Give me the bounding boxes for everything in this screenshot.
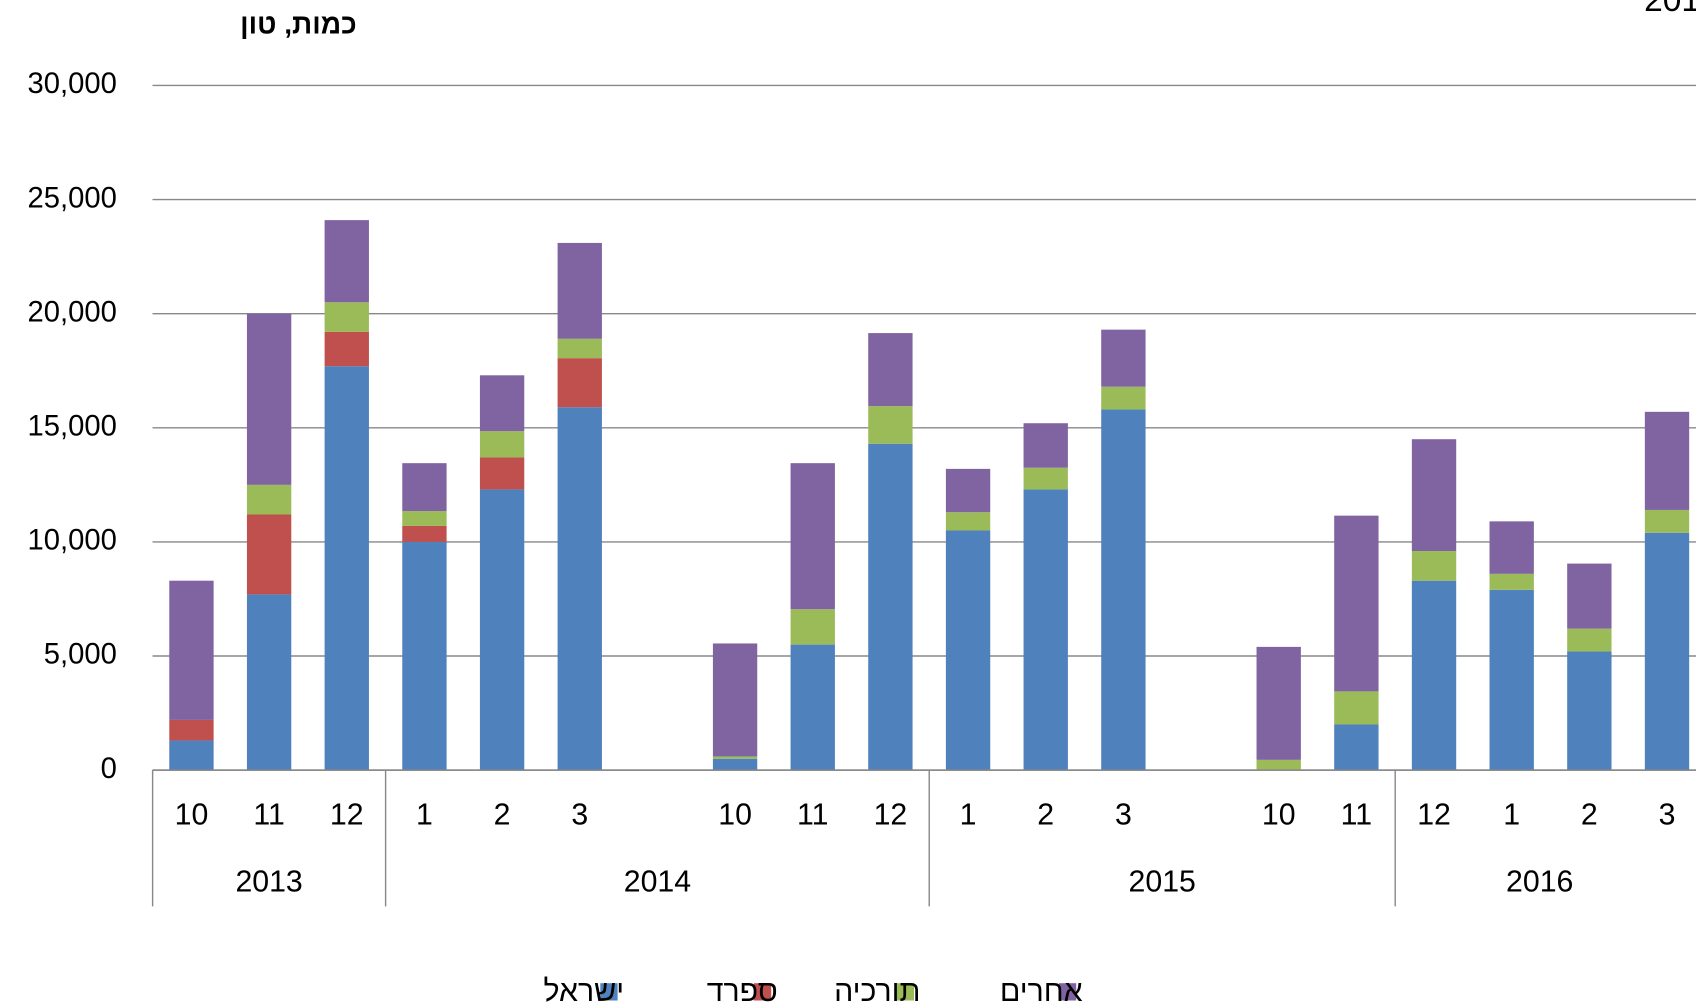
- bar-segment: [1023, 489, 1068, 771]
- bar-segment: [324, 220, 369, 303]
- x-tick-label: 1: [960, 799, 977, 832]
- bar-segment: [557, 358, 602, 408]
- x-tick-label: 12: [330, 799, 364, 832]
- bar-segment: [1411, 439, 1457, 552]
- bar-segment: [1644, 509, 1690, 533]
- bar-segment: [402, 541, 447, 771]
- bar-segment: [557, 242, 602, 339]
- group-label: 2016: [1506, 866, 1573, 899]
- x-tick-label: 1: [416, 799, 433, 832]
- y-tick-label: 5,000: [44, 639, 117, 671]
- legend-swatch: [1058, 983, 1077, 1001]
- y-tick-label: 20,000: [28, 296, 117, 328]
- bar-segment: [1023, 423, 1068, 468]
- bar-segment: [479, 489, 525, 771]
- x-tick-label: 2: [494, 799, 511, 832]
- bar-segment: [1644, 532, 1690, 771]
- bar-segment: [246, 514, 292, 595]
- y-tick-label: 15,000: [28, 411, 117, 443]
- bar-segment: [712, 643, 758, 757]
- bar-segment: [169, 740, 214, 771]
- x-tick-label: 2: [1037, 799, 1054, 832]
- bar-segment: [868, 333, 913, 407]
- bar-segment: [790, 463, 835, 610]
- x-tick-label: 11: [1341, 799, 1372, 832]
- x-tick-label: 3: [1115, 799, 1132, 832]
- group-label: 2014: [624, 866, 691, 899]
- bar-segment: [1023, 467, 1068, 490]
- bar-segment: [712, 758, 758, 771]
- x-tick-label: 10: [175, 799, 209, 832]
- bar-segment: [945, 512, 991, 531]
- bar-segment: [790, 609, 835, 645]
- group-label: 2013: [235, 866, 302, 899]
- group-label: 2015: [1129, 866, 1196, 899]
- x-tick-label: 12: [874, 799, 908, 832]
- x-tick-label: 10: [1262, 799, 1296, 832]
- bar-segment: [1567, 628, 1612, 652]
- bar-segment: [479, 431, 525, 458]
- bar-segment: [1411, 551, 1457, 581]
- legend-swatch: [896, 983, 914, 1001]
- bar-segment: [1334, 691, 1379, 725]
- bar-segment: [246, 313, 292, 485]
- bar-segment: [790, 644, 835, 771]
- bar-segment: [868, 406, 913, 444]
- bar-segment: [324, 331, 369, 367]
- bar-segment: [402, 511, 447, 526]
- bar-segment: [1334, 515, 1379, 692]
- bar-segment: [169, 580, 214, 720]
- legend-label: ישראל: [544, 975, 625, 1007]
- bar-segment: [402, 463, 447, 512]
- bar-segment: [1644, 411, 1690, 510]
- legend-label: תורכיה: [834, 975, 920, 1007]
- bar-segment: [324, 366, 369, 771]
- bar-segment: [712, 756, 758, 759]
- bar-segment: [1101, 329, 1146, 387]
- legend-label: ספרד: [707, 975, 778, 1007]
- bar-segment: [1101, 409, 1146, 771]
- legend-swatch: [753, 983, 772, 1001]
- y-tick-label: 10,000: [28, 525, 117, 557]
- bar-segment: [246, 594, 292, 771]
- legend-label: אחרים: [1000, 975, 1083, 1007]
- y-axis-label: כמות, טון: [240, 8, 357, 39]
- x-tick-label: 3: [571, 799, 588, 832]
- bar-segment: [402, 525, 447, 542]
- bar-segment: [1101, 386, 1146, 410]
- y-tick-label: 0: [101, 753, 117, 785]
- x-tick-label: 11: [253, 799, 284, 832]
- bar-segment: [1489, 573, 1534, 590]
- y-tick-label: 25,000: [28, 182, 117, 214]
- x-tick-label: 3: [1659, 799, 1676, 832]
- bar-segment: [1489, 521, 1534, 574]
- bar-segment: [945, 530, 991, 771]
- bar-segment: [479, 375, 525, 432]
- bar-segment: [1256, 646, 1301, 760]
- x-tick-label: 10: [718, 799, 752, 832]
- bar-segment: [1489, 589, 1534, 771]
- bar-segment: [246, 484, 292, 515]
- bar-segment: [1256, 759, 1301, 771]
- bar-segment: [868, 443, 913, 771]
- bar-segment: [1567, 651, 1612, 771]
- x-tick-label: 12: [1417, 799, 1451, 832]
- x-tick-label: 2: [1581, 799, 1598, 832]
- bar-segment: [945, 468, 991, 513]
- x-tick-label: 11: [797, 799, 828, 832]
- bar-segment: [324, 302, 369, 332]
- bar-segment: [557, 407, 602, 771]
- legend-swatch: [600, 983, 618, 1001]
- y-tick-label: 30,000: [28, 68, 117, 100]
- bar-segment: [479, 457, 525, 490]
- bar-segment: [1334, 724, 1379, 771]
- bar-segment: [557, 338, 602, 359]
- x-tick-label: 1: [1503, 799, 1520, 832]
- chart-subtitle: (80.5%), אך הצטמצם ב- 10% בקירוב בהשוואה…: [1644, 0, 1696, 19]
- bar-segment: [1567, 563, 1612, 629]
- bar-segment: [1411, 580, 1457, 771]
- bar-segment: [169, 719, 214, 741]
